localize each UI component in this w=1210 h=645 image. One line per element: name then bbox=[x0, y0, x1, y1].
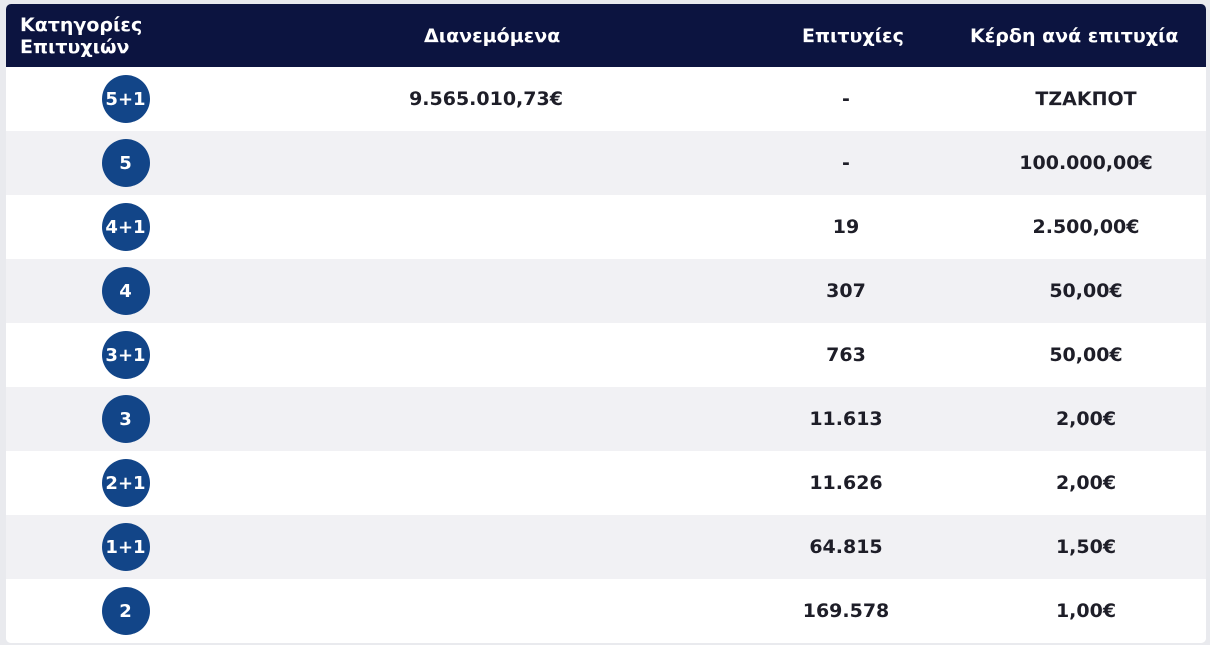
table-row: 2 169.578 1,00€ bbox=[6, 579, 1206, 643]
category-badge: 4 bbox=[101, 267, 150, 315]
winners-cell: 11.613 bbox=[809, 408, 883, 430]
winners-cell: 19 bbox=[832, 216, 860, 238]
prize-cell: 50,00€ bbox=[1049, 344, 1123, 366]
table-row: 1+1 64.815 1,50€ bbox=[6, 515, 1206, 579]
category-badge: 3 bbox=[101, 395, 150, 443]
results-table: Κατηγορίες Επιτυχιών Διανεμόμενα Επιτυχί… bbox=[6, 4, 1206, 643]
category-badge: 5 bbox=[101, 139, 150, 187]
prize-cell: 50,00€ bbox=[1049, 280, 1123, 302]
distributed-cell: 9.565.010,73€ bbox=[409, 88, 563, 110]
header-prize: Κέρδη ανά επιτυχία bbox=[970, 24, 1179, 47]
winners-cell: 11.626 bbox=[809, 472, 883, 494]
prize-cell: 1,00€ bbox=[1055, 600, 1117, 622]
prize-cell: ΤΖΑΚΠΟΤ bbox=[1035, 88, 1137, 110]
category-badge: 2 bbox=[101, 587, 150, 635]
table-row: 2+1 11.626 2,00€ bbox=[6, 451, 1206, 515]
winners-cell: 763 bbox=[826, 344, 866, 366]
table-body: 5+1 9.565.010,73€ - ΤΖΑΚΠΟΤ 5 - 100.000,… bbox=[6, 67, 1206, 643]
category-badge: 5+1 bbox=[101, 75, 150, 123]
header-distributed: Διανεμόμενα bbox=[424, 24, 561, 47]
prize-cell: 1,50€ bbox=[1055, 536, 1117, 558]
category-badge: 1+1 bbox=[101, 523, 150, 571]
table-header: Κατηγορίες Επιτυχιών Διανεμόμενα Επιτυχί… bbox=[6, 4, 1206, 67]
table-row: 4+1 19 2.500,00€ bbox=[6, 195, 1206, 259]
category-badge: 2+1 bbox=[101, 459, 150, 507]
winners-cell: - bbox=[842, 152, 850, 174]
header-winners: Επιτυχίες bbox=[802, 24, 904, 47]
table-row: 5+1 9.565.010,73€ - ΤΖΑΚΠΟΤ bbox=[6, 67, 1206, 131]
winners-cell: 64.815 bbox=[809, 536, 883, 558]
prize-cell: 2.500,00€ bbox=[1032, 216, 1140, 238]
table-row: 3+1 763 50,00€ bbox=[6, 323, 1206, 387]
header-category: Κατηγορίες Επιτυχιών bbox=[20, 13, 143, 58]
winners-cell: 307 bbox=[826, 280, 866, 302]
category-badge: 4+1 bbox=[101, 203, 150, 251]
winners-cell: - bbox=[842, 88, 850, 110]
table-row: 5 - 100.000,00€ bbox=[6, 131, 1206, 195]
table-row: 3 11.613 2,00€ bbox=[6, 387, 1206, 451]
table-row: 4 307 50,00€ bbox=[6, 259, 1206, 323]
category-badge: 3+1 bbox=[101, 331, 150, 379]
prize-cell: 100.000,00€ bbox=[1019, 152, 1153, 174]
winners-cell: 169.578 bbox=[802, 600, 890, 622]
prize-cell: 2,00€ bbox=[1055, 472, 1117, 494]
prize-cell: 2,00€ bbox=[1055, 408, 1117, 430]
